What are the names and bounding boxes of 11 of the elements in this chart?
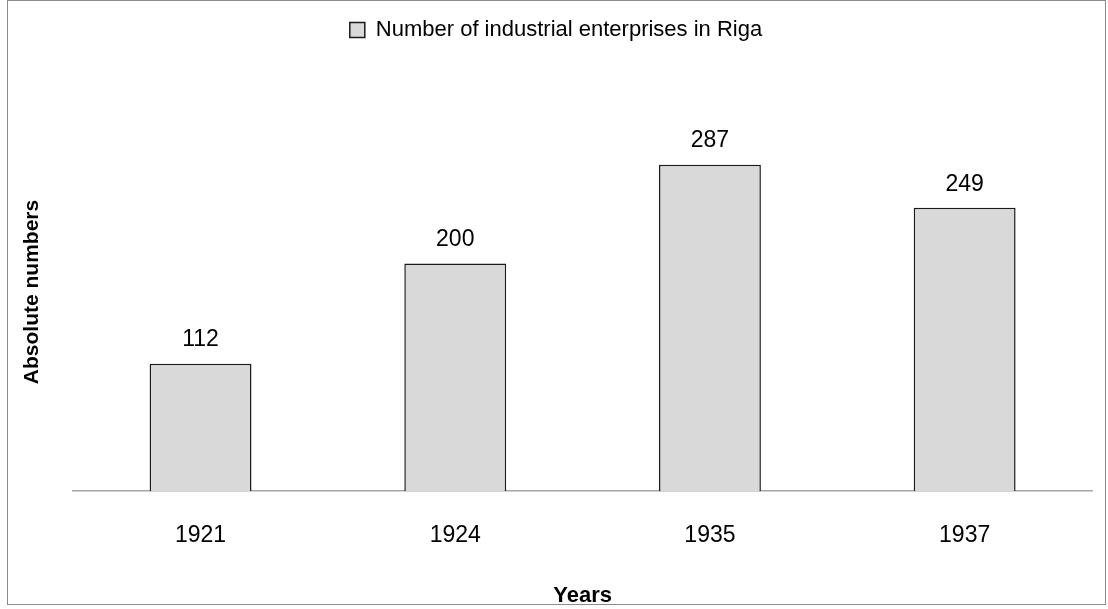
legend-label: Number of industrial enterprises in Riga [375,16,763,42]
x-tick-label: 1921 [174,521,227,548]
data-label: 200 [436,225,475,252]
x-tick-label: 1935 [684,521,736,548]
x-tick-label: 1924 [429,521,482,548]
y-axis-title: Absolute numbers [19,199,43,385]
data-label: 249 [945,169,984,196]
x-tick-label: 1937 [939,521,991,548]
data-label: 112 [182,325,219,352]
x-axis-title: Years [553,581,612,607]
data-label: 287 [690,126,730,153]
